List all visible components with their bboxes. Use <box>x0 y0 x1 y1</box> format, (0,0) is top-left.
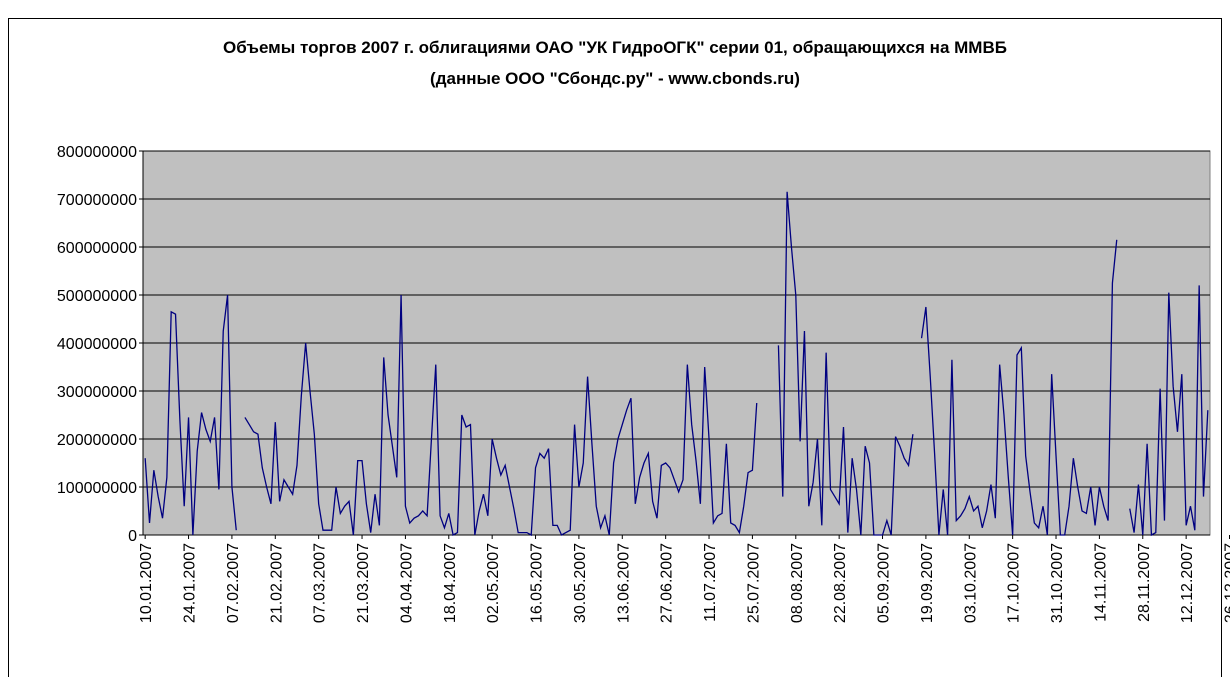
y-tick-label: 100000000 <box>57 480 137 497</box>
y-tick-label: 300000000 <box>57 384 137 401</box>
y-tick-label: 200000000 <box>57 432 137 449</box>
y-tick-label: 700000000 <box>57 192 137 209</box>
chart-title: (данные ООО "Сбондс.ру" - www.cbonds.ru) <box>430 69 800 88</box>
x-tick-label: 19.09.2007 <box>919 543 936 623</box>
x-tick-label: 18.04.2007 <box>442 543 459 623</box>
x-tick-label: 22.08.2007 <box>832 543 849 623</box>
x-tick-label: 10.01.2007 <box>138 543 155 623</box>
x-tick-label: 05.09.2007 <box>876 543 893 623</box>
x-tick-label: 08.08.2007 <box>789 543 806 623</box>
x-tick-label: 21.02.2007 <box>268 543 285 623</box>
x-tick-label: 24.01.2007 <box>182 543 199 623</box>
x-tick-label: 31.10.2007 <box>1049 543 1066 623</box>
x-tick-label: 30.05.2007 <box>572 543 589 623</box>
y-tick-label: 600000000 <box>57 240 137 257</box>
x-tick-label: 07.02.2007 <box>225 543 242 623</box>
x-tick-label: 21.03.2007 <box>355 543 372 623</box>
x-tick-label: 02.05.2007 <box>485 543 502 623</box>
x-tick-label: 17.10.2007 <box>1006 543 1023 623</box>
x-tick-label: 27.06.2007 <box>659 543 676 623</box>
y-tick-label: 400000000 <box>57 336 137 353</box>
x-tick-label: 16.05.2007 <box>529 543 546 623</box>
x-tick-label: 11.07.2007 <box>702 543 719 622</box>
x-tick-label: 03.10.2007 <box>962 543 979 623</box>
data-line <box>144 191 1209 537</box>
x-tick-label: 28.11.2007 <box>1136 543 1153 622</box>
x-tick-label: 26.12.2007 <box>1223 543 1230 623</box>
y-tick-label: 800000000 <box>57 144 137 161</box>
x-tick-label: 07.03.2007 <box>312 543 329 623</box>
x-tick-label: 04.04.2007 <box>398 543 415 623</box>
chart-title: Объемы торгов 2007 г. облигациями ОАО "У… <box>223 38 1007 57</box>
x-tick-label: 13.06.2007 <box>615 543 632 623</box>
y-tick-label: 500000000 <box>57 288 137 305</box>
x-tick-label: 12.12.2007 <box>1179 543 1196 623</box>
x-tick-label: 25.07.2007 <box>745 543 762 623</box>
y-tick-label: 0 <box>128 528 137 545</box>
x-tick-label: 14.11.2007 <box>1092 543 1109 622</box>
